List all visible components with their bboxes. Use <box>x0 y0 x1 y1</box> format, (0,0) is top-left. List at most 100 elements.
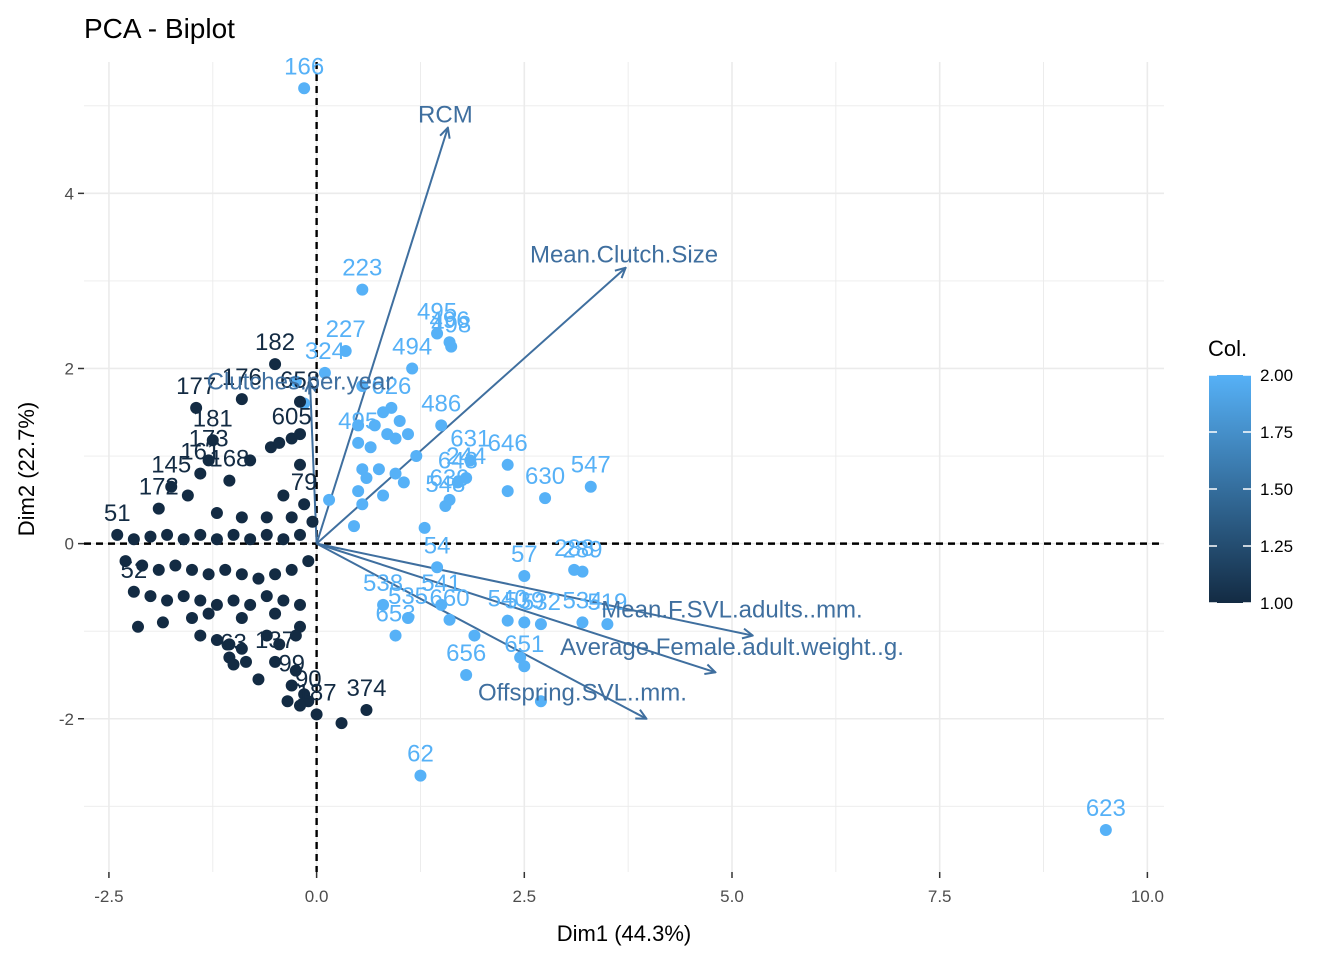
data-point <box>310 708 323 721</box>
data-point <box>285 563 298 576</box>
point-label: 643 <box>438 447 478 474</box>
color-legend: Col. 1.00 1.25 1.50 1.75 2.00 <box>1208 336 1293 613</box>
x-tick-label: 5.0 <box>720 887 744 906</box>
data-point <box>294 598 306 611</box>
x-axis-label: Dim1 (44.3%) <box>557 921 691 946</box>
data-point <box>252 572 265 585</box>
legend-tick-label: 1.75 <box>1260 423 1293 442</box>
data-point <box>518 570 531 583</box>
data-point <box>377 598 390 611</box>
data-point <box>414 769 427 782</box>
data-point <box>177 590 190 603</box>
data-point <box>186 612 198 625</box>
point-label: 538 <box>363 570 403 597</box>
data-point <box>601 618 614 631</box>
point-label: 51 <box>104 500 131 527</box>
plot-panel: 1662232274954964984943246264864956466312… <box>84 53 1164 872</box>
data-point <box>252 673 265 686</box>
data-point <box>235 642 248 655</box>
data-point <box>410 450 423 463</box>
data-point <box>451 476 464 489</box>
data-point <box>431 327 444 340</box>
y-tick-label: 4 <box>65 184 74 203</box>
data-point <box>377 406 390 419</box>
variable-label: Mean.F.SVL.adults..mm. <box>601 596 862 623</box>
data-point <box>269 607 282 620</box>
point-label: 653 <box>376 601 416 628</box>
data-point <box>281 695 294 708</box>
point-label: 646 <box>488 430 528 457</box>
data-point <box>364 441 377 454</box>
data-point <box>202 568 215 581</box>
data-point <box>127 585 140 598</box>
data-point <box>439 499 452 512</box>
point-label: 166 <box>284 53 324 80</box>
data-point <box>210 506 223 519</box>
point-label: 494 <box>392 333 432 360</box>
data-point <box>468 629 481 642</box>
point-label: 496 <box>430 307 470 334</box>
point-label: 626 <box>371 373 411 400</box>
data-point <box>406 362 419 375</box>
data-point <box>161 594 174 607</box>
y-tick-label: 0 <box>65 535 74 554</box>
point-label: 181 <box>193 405 233 432</box>
point-label: 535 <box>388 583 428 610</box>
point-label: 324 <box>305 338 345 365</box>
data-point <box>235 568 248 581</box>
point-label: 539 <box>504 587 544 614</box>
data-point <box>445 340 458 353</box>
data-point <box>169 559 182 572</box>
variable-arrow <box>315 268 626 545</box>
legend-tick-label: 1.25 <box>1260 537 1293 556</box>
point-label: 658 <box>280 367 320 394</box>
point-label: 660 <box>430 585 470 612</box>
data-point <box>435 419 448 432</box>
data-point <box>244 598 257 611</box>
data-point <box>389 467 402 480</box>
data-point <box>294 528 306 541</box>
variable-arrow <box>315 128 448 544</box>
data-point <box>269 655 282 668</box>
point-label: 288 <box>554 535 594 562</box>
data-point <box>372 463 385 476</box>
data-point <box>244 533 257 546</box>
data-point <box>161 528 174 541</box>
data-point <box>227 528 240 541</box>
point-label: 223 <box>342 255 382 282</box>
data-point <box>501 458 514 471</box>
data-point <box>273 436 286 449</box>
data-point <box>277 489 290 502</box>
data-point <box>165 480 178 493</box>
data-point <box>339 344 352 357</box>
individual-points <box>111 82 1112 836</box>
data-point <box>501 614 514 627</box>
x-tick-label: 0.0 <box>305 887 329 906</box>
data-point <box>227 658 240 671</box>
point-label: 173 <box>189 425 229 452</box>
chart-title: PCA - Biplot <box>84 13 235 44</box>
data-point <box>294 458 306 471</box>
data-point <box>235 393 248 406</box>
zero-lines <box>84 62 1164 872</box>
point-label: 99 <box>278 650 305 677</box>
variable-label: Mean.Clutch.Size <box>530 242 718 269</box>
data-point <box>285 511 298 524</box>
data-point <box>360 704 373 716</box>
point-label: 519 <box>587 589 627 616</box>
y-tick-label: 2 <box>65 359 74 378</box>
data-point <box>152 563 165 576</box>
data-point <box>518 616 531 629</box>
data-point <box>260 511 273 524</box>
data-point <box>289 375 302 388</box>
data-point <box>534 618 547 631</box>
point-label: 54 <box>424 532 451 559</box>
data-point <box>136 559 149 572</box>
data-point <box>285 679 298 692</box>
data-point <box>576 565 589 578</box>
point-label: 656 <box>446 640 486 667</box>
data-point <box>206 434 219 447</box>
data-point <box>240 655 252 668</box>
point-label: 623 <box>1086 795 1126 822</box>
